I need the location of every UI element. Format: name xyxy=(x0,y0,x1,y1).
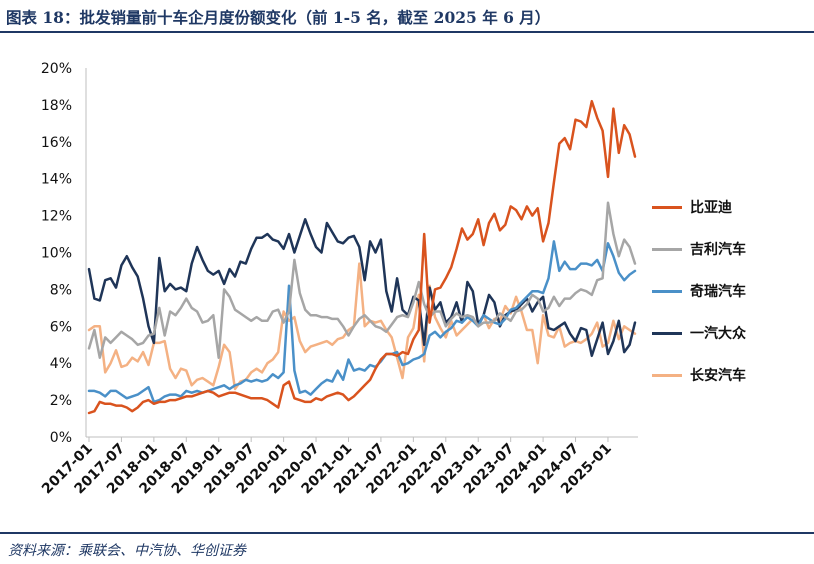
footer-rule xyxy=(0,532,814,534)
series-line-byd xyxy=(87,99,637,415)
y-axis: 0% 2% 4% 6% 8% 10% 12% 14% 16% 18% 20% xyxy=(41,61,87,446)
legend-swatch-geely xyxy=(652,247,682,251)
legend-label-byd: 比亚迪 xyxy=(690,200,732,216)
series-line-geely xyxy=(87,201,637,359)
legend-item-byd: 比亚迪 xyxy=(652,186,812,228)
y-tick-label: 16% xyxy=(41,135,72,151)
y-tick-label: 10% xyxy=(41,246,72,262)
legend-label-geely: 吉利汽车 xyxy=(690,242,746,258)
legend-item-changan: 长安汽车 xyxy=(652,354,812,396)
legend-item-geely: 吉利汽车 xyxy=(652,228,812,270)
y-tick-label: 0% xyxy=(50,430,72,446)
y-tick-label: 4% xyxy=(50,356,72,372)
y-tick-label: 14% xyxy=(41,172,72,188)
legend-label-chery: 奇瑞汽车 xyxy=(690,284,746,300)
series-layer xyxy=(87,99,637,415)
legend-item-chery: 奇瑞汽车 xyxy=(652,270,812,312)
y-tick-label: 6% xyxy=(50,319,72,335)
legend-swatch-byd xyxy=(652,205,682,209)
y-tick-label: 12% xyxy=(41,209,72,225)
y-tick-label: 18% xyxy=(41,98,72,114)
y-tick-label: 20% xyxy=(41,61,72,77)
y-tick-label: 8% xyxy=(50,282,72,298)
series-line-chery xyxy=(87,240,637,404)
legend-swatch-changan xyxy=(652,373,682,377)
legend-swatch-chery xyxy=(652,289,682,293)
y-tick-label: 2% xyxy=(50,393,72,409)
legend-label-faw-vw: 一汽大众 xyxy=(690,326,746,342)
series-line-changan xyxy=(87,262,637,391)
title-underline xyxy=(0,31,814,33)
legend: 比亚迪 吉利汽车 奇瑞汽车 一汽大众 长安汽车 xyxy=(652,186,812,396)
source-note: 资料来源：乘联会、中汽协、华创证券 xyxy=(8,543,246,559)
legend-swatch-faw-vw xyxy=(652,331,682,335)
line-chart: 0% 2% 4% 6% 8% 10% 12% 14% 16% 18% 20% 2017-012017… xyxy=(39,61,638,497)
legend-label-changan: 长安汽车 xyxy=(690,368,746,384)
x-axis: 2017-012017-072018-012018-072019-012019-… xyxy=(39,436,638,497)
chart-title: 图表 18：批发销量前十车企月度份额变化（前 1-5 名，截至 2025 年 6… xyxy=(6,8,551,27)
legend-item-faw-vw: 一汽大众 xyxy=(652,312,812,354)
series-line-faw-vw xyxy=(87,218,637,358)
